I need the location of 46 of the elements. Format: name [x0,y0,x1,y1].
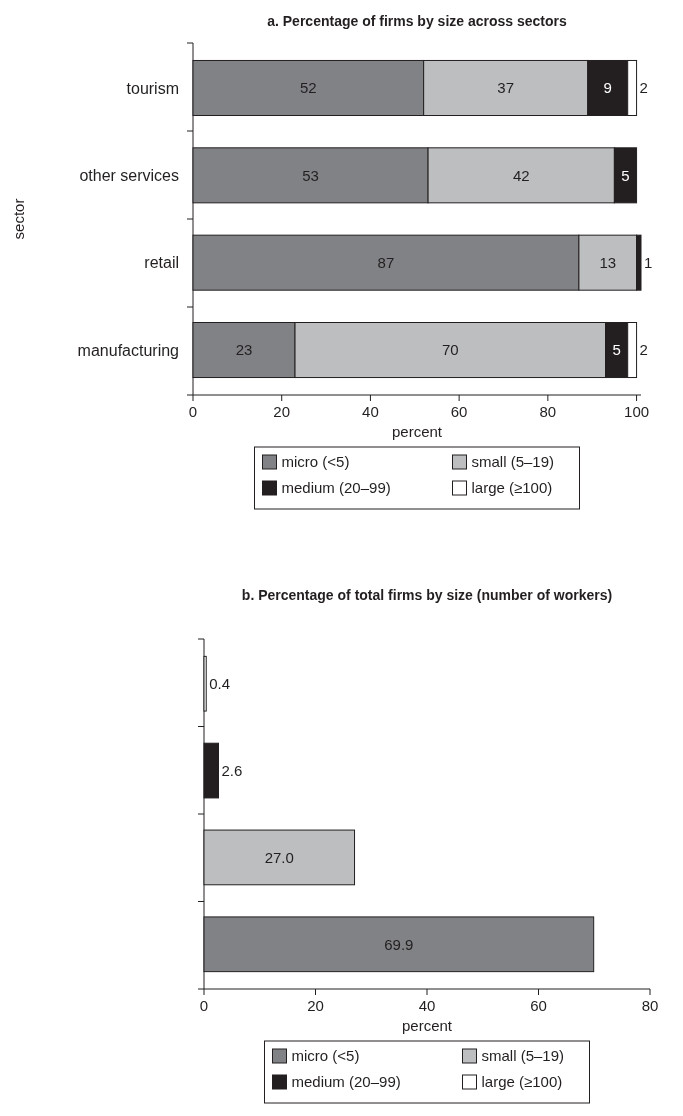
legend-label: medium (20–99) [291,1073,401,1091]
data-label: 2 [639,341,648,359]
data-label: 37 [497,79,515,97]
legend-label: small (5–19) [471,453,555,471]
data-label: 42 [512,166,530,184]
data-label: 5 [612,341,621,359]
data-label: 9 [603,79,612,97]
legend-label: micro (<5) [291,1047,360,1065]
data-label: 52 [299,79,317,97]
y-tick-label: manufacturing [77,341,179,359]
legend-label: medium (20–99) [281,479,391,497]
data-label: 69.9 [384,935,414,953]
data-label: 2 [639,79,648,97]
x-tick-label: 100 [624,403,650,420]
x-tick-label: 0 [199,997,209,1014]
y-tick-label: other services [79,166,179,184]
legend-label: micro (<5) [281,453,350,471]
x-axis-title: percent [391,423,443,440]
data-label: 5 [621,166,630,184]
x-tick-label: 60 [450,403,468,420]
data-label: 70 [441,341,459,359]
data-label: 87 [377,253,395,271]
x-tick-label: 20 [273,403,291,420]
data-label: 27.0 [264,848,294,866]
x-tick-label: 20 [307,997,324,1014]
x-tick-label: 0 [188,403,198,420]
chart-title: a. Percentage of firms by size across sectors [267,13,567,29]
x-tick-label: 40 [362,403,379,420]
chart-title: b. Percentage of total firms by size (number of workers) [241,587,613,603]
legend-label: small (5–19) [481,1047,565,1065]
legend-label: large (≥100) [481,1073,563,1091]
x-tick-label: 40 [418,997,436,1014]
y-tick-label: tourism [126,79,179,97]
data-label: 13 [599,253,617,271]
data-label: 1 [644,253,653,271]
y-axis-title: sector [10,198,27,240]
data-label: 53 [302,166,319,184]
data-label: 23 [235,341,253,359]
y-tick-label: retail [144,254,179,272]
x-tick-label: 60 [530,997,547,1014]
x-tick-label: 80 [641,997,659,1014]
data-label: 2.6 [221,761,243,779]
data-label: 0.4 [209,674,231,692]
x-axis-title: percent [401,1017,453,1034]
legend-label: large (≥100) [471,479,553,497]
x-tick-label: 80 [539,403,557,420]
